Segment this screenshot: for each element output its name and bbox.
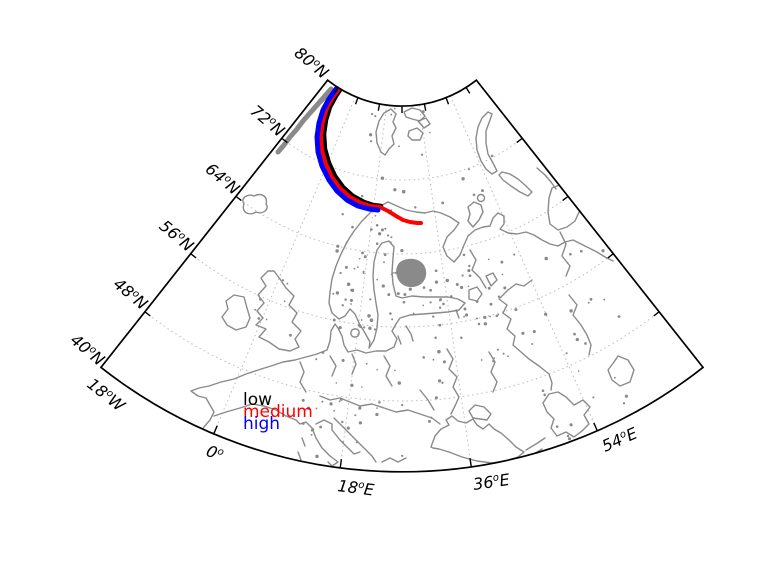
coast-azov bbox=[468, 404, 492, 421]
finland-lakes bbox=[396, 258, 427, 288]
coastlines bbox=[190, 86, 635, 467]
lon-label-18e: 18oE bbox=[336, 476, 376, 500]
river-volga bbox=[498, 298, 553, 391]
trajectory-medium bbox=[319, 86, 423, 225]
coast-scandinavia-europe bbox=[190, 201, 466, 436]
legend-item-low: low bbox=[243, 390, 272, 410]
lon-label-18w: 18oW bbox=[84, 374, 130, 416]
lon-label-0: 0o bbox=[203, 441, 225, 465]
trajectory-layer bbox=[314, 84, 423, 225]
lat-label-72n: 72oN bbox=[247, 101, 289, 140]
coast-aral bbox=[607, 355, 635, 387]
longitude-labels: 18oW 0o 18oE 36oE 54oE bbox=[84, 374, 641, 500]
legend-item-high: high bbox=[243, 414, 280, 434]
trajectory-high bbox=[314, 86, 381, 213]
coast-iceland bbox=[242, 193, 268, 215]
coast-black-sea bbox=[430, 415, 525, 464]
coast-svalbard bbox=[375, 108, 397, 156]
coast-barents bbox=[387, 201, 614, 263]
lat-label-64n: 64oN bbox=[202, 159, 244, 198]
coast-italy bbox=[213, 403, 339, 467]
coast-novaya-zemlya bbox=[475, 111, 498, 175]
lake-island-dots bbox=[254, 101, 631, 459]
coast-caspian bbox=[542, 391, 591, 438]
legend: low medium high bbox=[243, 390, 313, 434]
lat-label-40n: 40oN bbox=[67, 330, 109, 369]
lat-label-56n: 56oN bbox=[156, 216, 198, 255]
lat-label-48n: 48oN bbox=[110, 274, 152, 313]
river-danube bbox=[319, 395, 441, 425]
coast-great-britain bbox=[255, 270, 302, 352]
lon-label-36e: 36oE bbox=[472, 470, 512, 494]
legend-item-medium: medium bbox=[243, 402, 313, 422]
coast-ireland bbox=[221, 294, 251, 331]
graticule bbox=[144, 95, 660, 469]
lat-label-80n: 80oN bbox=[291, 43, 333, 82]
map-frame bbox=[99, 79, 705, 473]
tick-marks bbox=[144, 87, 660, 469]
